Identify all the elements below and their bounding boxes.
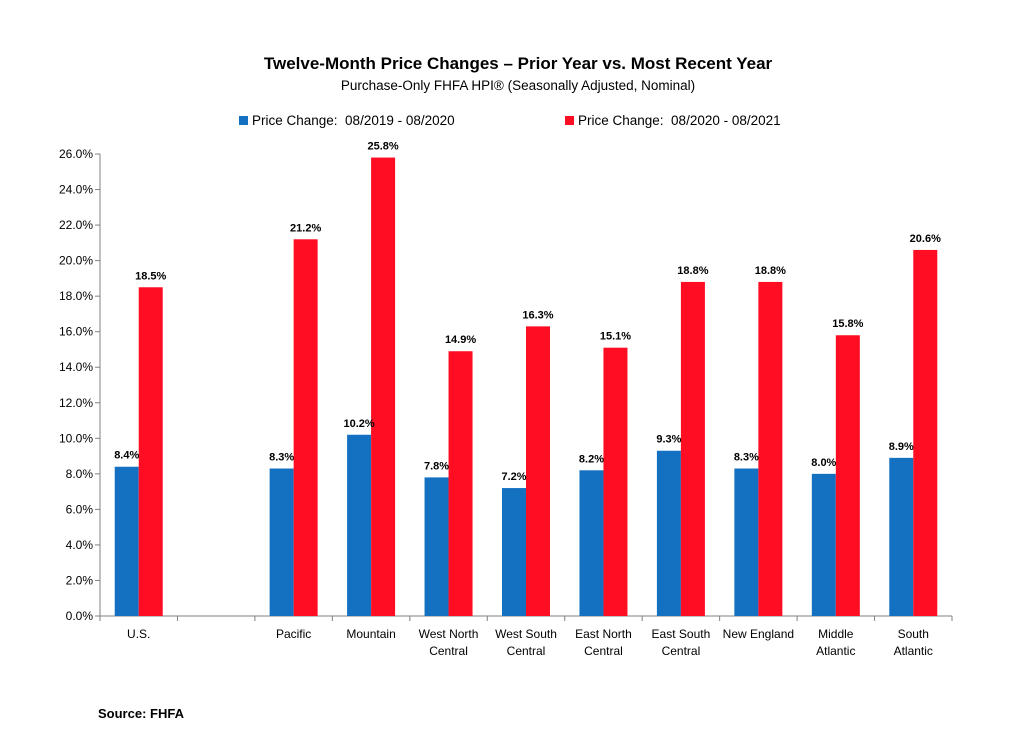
legend: Price Change: 08/2019 - 08/2020 Price Ch… <box>239 113 781 128</box>
data-label: 14.9% <box>445 334 476 346</box>
y-tick-label: 26.0% <box>59 147 93 161</box>
data-label: 10.2% <box>343 418 374 430</box>
x-category-label: Atlantic <box>816 644 855 658</box>
bar-series-2 <box>603 347 628 616</box>
data-label: 7.8% <box>424 460 449 472</box>
y-tick-label: 4.0% <box>66 538 94 552</box>
bar-series-1 <box>889 457 914 616</box>
data-label: 8.3% <box>269 452 294 464</box>
x-category-label: West South <box>495 627 557 641</box>
legend-label-series-2: Price Change: 08/2020 - 08/2021 <box>578 113 781 128</box>
bar-series-1 <box>656 450 681 616</box>
x-category-label: U.S. <box>127 627 150 641</box>
chart-subtitle: Purchase-Only FHFA HPI® (Seasonally Adju… <box>341 78 695 93</box>
data-label: 8.2% <box>579 453 604 465</box>
bar-series-2 <box>835 335 860 616</box>
chart-title: Twelve-Month Price Changes – Prior Year … <box>264 54 773 73</box>
y-tick-label: 24.0% <box>59 183 93 197</box>
x-category-label: Central <box>507 644 546 658</box>
data-label: 18.5% <box>135 270 166 282</box>
bar-series-2 <box>293 239 318 617</box>
bar-series-1 <box>579 470 604 616</box>
bar-series-1 <box>811 473 836 616</box>
y-tick-label: 14.0% <box>59 360 93 374</box>
bar-series-2 <box>138 287 163 616</box>
bar-series-1 <box>424 477 449 616</box>
bar-series-1 <box>734 468 759 616</box>
bar-series-2 <box>526 326 550 616</box>
bars <box>114 157 938 617</box>
x-category-label: Central <box>584 644 623 658</box>
data-label: 9.3% <box>656 434 681 446</box>
y-tick-label: 16.0% <box>59 325 93 339</box>
legend-swatch-series-1 <box>239 116 248 125</box>
bar-series-2 <box>448 351 473 616</box>
y-tick-label: 10.0% <box>59 431 93 445</box>
data-label: 25.8% <box>367 141 398 153</box>
x-category-label: West North <box>419 627 479 641</box>
x-category-label: Atlantic <box>894 644 933 658</box>
y-tick-label: 8.0% <box>66 467 94 481</box>
x-category-label: East North <box>575 627 632 641</box>
x-category-label: Middle <box>818 627 854 641</box>
x-category-label: East South <box>652 627 711 641</box>
bar-series-2 <box>680 281 705 616</box>
data-label: 20.6% <box>910 233 941 245</box>
x-category-label: Central <box>429 644 468 658</box>
y-tick-label: 6.0% <box>66 502 94 516</box>
data-label: 8.3% <box>734 452 759 464</box>
x-category-label: South <box>898 627 929 641</box>
source-note: Source: FHFA <box>98 706 184 721</box>
x-category-label: Central <box>662 644 701 658</box>
axes: 0.0% 2.0% 4.0% 6.0% 8.0% 10.0% 12.0% 14.0% 16.0%… <box>59 147 953 623</box>
data-label: 21.2% <box>290 222 321 234</box>
y-tick-label: 0.0% <box>66 609 94 623</box>
y-tick-label: 20.0% <box>59 254 93 268</box>
y-tick-label: 22.0% <box>59 218 93 232</box>
data-label: 16.3% <box>522 309 553 321</box>
data-labels: 8.4% 18.5% 8.3% 21.2% 10.2% 25.8% 7.8% 14.9% 7.2… <box>114 141 941 484</box>
y-tick-label: 2.0% <box>66 573 94 587</box>
y-tick-label: 18.0% <box>59 289 93 303</box>
data-label: 15.8% <box>832 318 863 330</box>
data-label: 18.8% <box>755 265 786 277</box>
bar-series-1 <box>269 468 294 616</box>
x-category-label: New England <box>723 627 794 641</box>
data-label: 15.1% <box>600 331 631 343</box>
x-category-label: Mountain <box>346 627 395 641</box>
bar-series-2 <box>371 157 396 617</box>
x-category-label: Pacific <box>276 627 311 641</box>
legend-swatch-series-2 <box>565 116 574 125</box>
data-label: 7.2% <box>501 471 526 483</box>
category-labels: U.S. Pacific Mountain West North Central West… <box>127 627 933 658</box>
bar-series-2 <box>758 281 783 616</box>
y-tick-label: 12.0% <box>59 396 93 410</box>
bar-series-1 <box>502 488 526 616</box>
data-label: 8.4% <box>114 450 139 462</box>
data-label: 8.9% <box>889 441 914 453</box>
data-label: 18.8% <box>677 265 708 277</box>
bar-series-2 <box>913 249 938 616</box>
bar-series-1 <box>347 434 372 616</box>
bar-chart: Twelve-Month Price Changes – Prior Year … <box>59 54 953 658</box>
bar-series-1 <box>114 466 139 616</box>
data-label: 8.0% <box>811 457 836 469</box>
legend-label-series-1: Price Change: 08/2019 - 08/2020 <box>252 113 455 128</box>
